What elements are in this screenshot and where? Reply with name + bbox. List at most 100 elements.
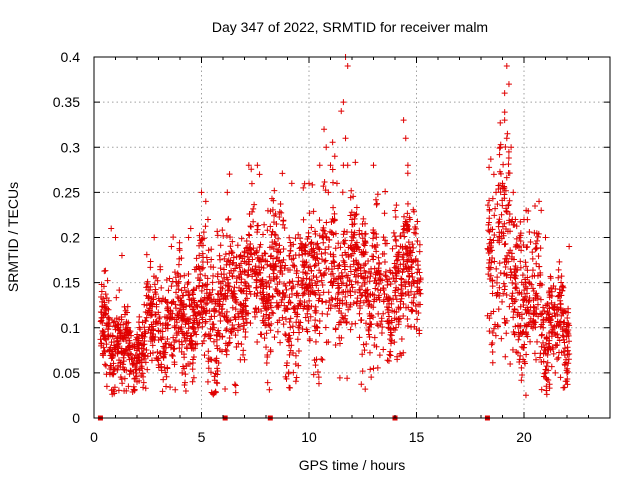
data-point	[505, 202, 512, 209]
data-point	[256, 269, 263, 276]
data-point	[551, 323, 558, 330]
data-point	[286, 384, 293, 391]
data-point	[523, 207, 530, 214]
data-point	[497, 144, 504, 151]
data-point	[223, 347, 230, 354]
data-point	[219, 348, 226, 355]
data-point	[484, 312, 491, 319]
data-point	[390, 274, 397, 281]
data-point	[257, 331, 264, 338]
data-point	[198, 189, 205, 196]
data-point	[140, 379, 147, 386]
data-point	[357, 317, 364, 324]
data-point	[389, 245, 396, 252]
data-point	[375, 254, 382, 261]
data-point	[344, 282, 351, 289]
data-point	[391, 339, 398, 346]
data-point	[548, 328, 555, 335]
data-point	[497, 170, 504, 177]
data-point	[175, 295, 182, 302]
data-point	[214, 232, 221, 239]
data-point	[558, 349, 565, 356]
data-point	[556, 289, 563, 296]
data-point	[392, 287, 399, 294]
data-point	[214, 290, 221, 297]
data-point	[374, 286, 381, 293]
data-point	[489, 195, 496, 202]
data-point	[545, 340, 552, 347]
data-point	[521, 287, 528, 294]
data-point	[208, 356, 215, 363]
data-point	[200, 229, 207, 236]
data-point	[496, 260, 503, 267]
data-point	[193, 284, 200, 291]
data-point	[181, 382, 188, 389]
data-point	[234, 327, 241, 334]
data-point	[200, 264, 207, 271]
data-point	[198, 298, 205, 305]
data-point	[351, 211, 358, 218]
data-point	[529, 325, 536, 332]
data-point	[186, 337, 193, 344]
data-point	[159, 328, 166, 335]
data-point	[349, 216, 355, 223]
data-point	[222, 386, 229, 393]
data-point	[353, 204, 360, 211]
data-point	[555, 322, 562, 329]
data-point	[393, 309, 400, 316]
data-point	[252, 249, 259, 256]
data-point	[375, 281, 382, 288]
data-point	[416, 248, 423, 255]
data-point	[325, 243, 332, 250]
data-point	[356, 286, 363, 293]
data-point	[353, 239, 360, 246]
data-point	[502, 187, 509, 194]
data-point	[197, 265, 204, 272]
data-point	[235, 340, 242, 347]
data-point	[266, 273, 273, 280]
data-point	[252, 263, 259, 270]
data-point	[214, 228, 221, 235]
data-point	[247, 223, 254, 230]
data-point	[324, 311, 331, 318]
data-point	[202, 198, 209, 205]
data-point	[274, 302, 281, 309]
data-point	[217, 242, 224, 249]
data-point	[414, 316, 421, 323]
data-point	[331, 153, 338, 160]
data-point	[276, 278, 283, 285]
data-point	[168, 243, 175, 250]
data-point	[140, 384, 147, 391]
data-point	[123, 320, 130, 327]
data-point	[241, 356, 248, 363]
data-point	[340, 231, 347, 238]
data-point	[322, 249, 329, 256]
data-point	[394, 256, 401, 263]
data-point	[515, 336, 522, 343]
data-point	[532, 240, 539, 247]
data-point	[162, 313, 169, 320]
data-point	[251, 308, 258, 315]
data-point	[532, 292, 539, 299]
data-point	[506, 217, 513, 224]
data-point	[366, 315, 373, 322]
data-point	[490, 308, 497, 315]
data-point	[545, 310, 552, 317]
data-point	[374, 241, 381, 248]
data-point	[320, 272, 327, 279]
data-point	[486, 328, 493, 335]
x-tick-label: 15	[409, 429, 425, 445]
data-point	[282, 262, 289, 269]
data-point	[280, 246, 287, 253]
data-point	[152, 334, 159, 341]
data-point	[400, 223, 407, 230]
data-point	[494, 274, 501, 281]
data-point	[554, 293, 561, 300]
data-point	[248, 180, 255, 187]
data-point	[359, 368, 366, 375]
data-point	[365, 258, 372, 265]
data-point	[148, 309, 155, 316]
data-point	[414, 262, 421, 269]
data-point	[325, 289, 332, 296]
data-point	[120, 348, 127, 355]
